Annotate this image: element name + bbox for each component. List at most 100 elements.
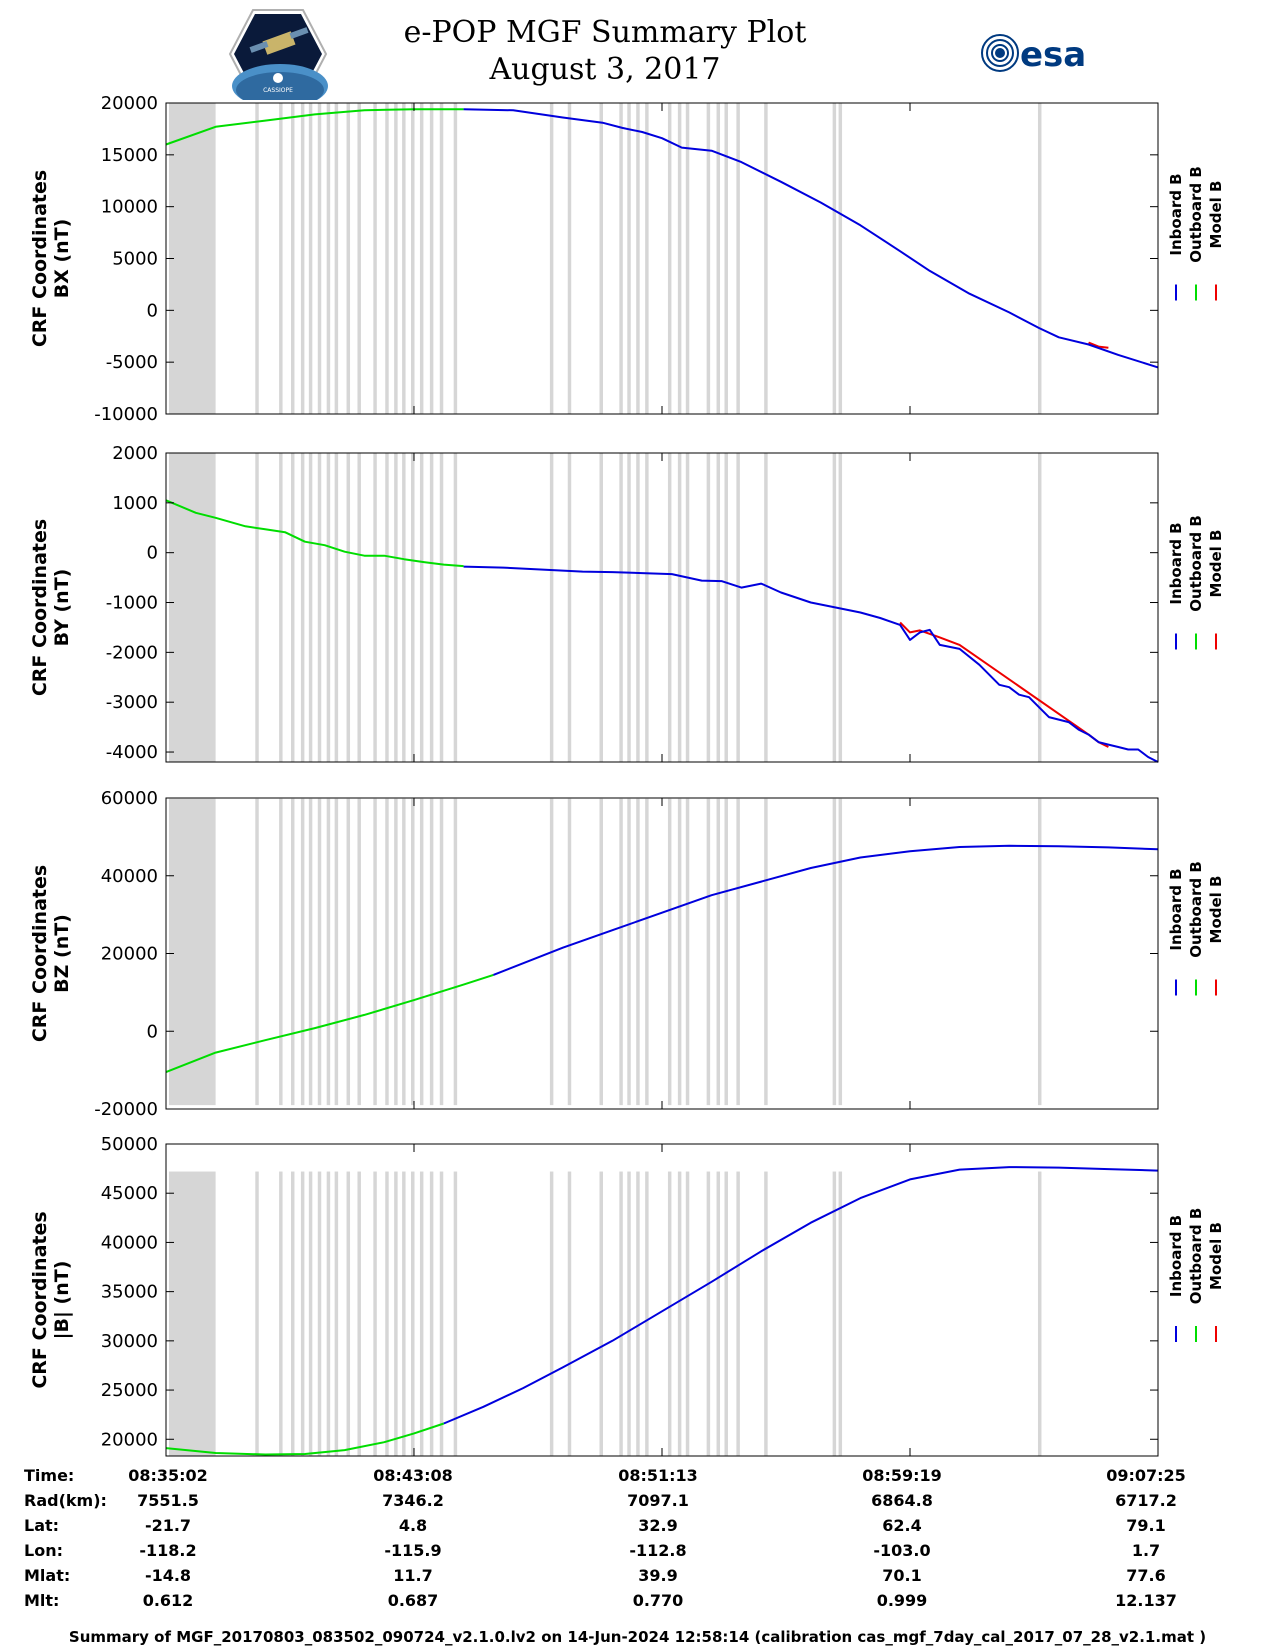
esa-logo: esa <box>981 34 1086 75</box>
y-tick-label: 2000 <box>112 443 158 464</box>
cassiope-mission-logo: CASSIOPE <box>228 9 328 100</box>
data-gap-band <box>567 453 572 762</box>
legend-label: Model B <box>1207 876 1225 944</box>
data-gap-band <box>453 103 458 414</box>
info-cell: -112.8 <box>629 1541 687 1560</box>
y-tick-label: -2000 <box>106 642 158 663</box>
data-gap-band <box>308 103 313 414</box>
data-gap-band <box>255 798 259 1106</box>
data-gap-band <box>636 798 640 1106</box>
data-gap-band <box>346 453 351 762</box>
legend-label: Inboard B <box>1167 868 1185 950</box>
info-cell: 7346.2 <box>382 1491 444 1510</box>
y-tick-label: 60000 <box>101 788 158 809</box>
axes-frame <box>165 102 1159 415</box>
data-gap-band <box>599 1171 603 1456</box>
info-cell: -103.0 <box>873 1541 931 1560</box>
y-axis-label-line: BX (nT) <box>51 219 73 299</box>
info-label-time: Time: <box>24 1466 75 1485</box>
data-gap-band <box>627 453 631 762</box>
data-gap-band <box>627 1171 631 1456</box>
info-cell: 08:51:13 <box>618 1466 698 1485</box>
data-gap-band <box>706 453 711 762</box>
data-gap-band <box>357 103 361 414</box>
data-gap-band <box>394 453 398 762</box>
data-gap-band <box>1037 103 1042 414</box>
data-gap-band <box>636 1171 640 1456</box>
info-cell: 62.4 <box>882 1516 922 1535</box>
data-gap-band <box>832 103 837 414</box>
info-cell: -14.8 <box>144 1566 192 1585</box>
data-gap-band <box>724 103 728 414</box>
data-gap-band <box>567 1171 572 1456</box>
data-gap-band <box>168 798 216 1106</box>
data-gap-band <box>439 453 444 762</box>
info-label-lon: Lon: <box>24 1541 63 1560</box>
data-gap-band <box>667 103 672 414</box>
data-gap-band <box>300 1171 305 1456</box>
info-cell: 0.770 <box>632 1591 684 1610</box>
info-cell: 7551.5 <box>137 1491 199 1510</box>
info-cell: 12.137 <box>1115 1591 1177 1610</box>
data-gap-band <box>636 103 640 414</box>
data-gap-band <box>667 798 672 1106</box>
data-gap-band <box>685 453 690 762</box>
data-gap-band <box>716 798 721 1106</box>
legend-label: Outboard B <box>1187 166 1205 263</box>
data-gap-band <box>549 103 554 414</box>
info-cell: 0.687 <box>387 1591 439 1610</box>
data-gap-band <box>168 1171 216 1456</box>
data-gap-band <box>326 103 331 414</box>
data-gap-band <box>724 1171 728 1456</box>
y-tick-label: 30000 <box>101 1331 158 1352</box>
data-gap-band <box>832 1171 837 1456</box>
data-gap-band <box>619 453 623 762</box>
y-axis-label-line: BZ (nT) <box>51 914 73 993</box>
data-gap-band <box>453 798 458 1106</box>
y-axis-label-line: BY (nT) <box>51 569 73 647</box>
legend-label: Inboard B <box>1167 173 1185 255</box>
y-tick-label: -1000 <box>106 593 158 614</box>
esa-logo-text: esa <box>1020 35 1086 75</box>
data-gap-band <box>346 798 351 1106</box>
data-gap-band <box>411 103 415 414</box>
info-cell: 09:07:25 <box>1106 1466 1186 1485</box>
data-gap-band <box>326 798 331 1106</box>
data-gap-band <box>764 103 768 414</box>
data-gap-band <box>255 103 259 414</box>
data-gap-band <box>402 453 406 762</box>
data-gap-band <box>832 798 837 1106</box>
model-b-line <box>1088 341 1109 349</box>
legend-label: Outboard B <box>1187 1208 1205 1305</box>
data-gap-band <box>627 798 631 1106</box>
data-gap-band <box>439 1171 444 1456</box>
data-gap-band <box>373 798 377 1106</box>
data-gap-band <box>736 1171 740 1456</box>
data-gap-band <box>677 103 682 414</box>
y-tick-label: 0 <box>147 543 158 564</box>
y-tick-label: -20000 <box>94 1099 158 1120</box>
info-cell: 08:35:02 <box>128 1466 208 1485</box>
data-gap-band <box>685 1171 690 1456</box>
y-tick-label: 45000 <box>101 1183 158 1204</box>
plot-title: e-POP MGF Summary Plot August 3, 2017 <box>380 14 830 88</box>
legend-label: Model B <box>1207 530 1225 598</box>
data-gap-band <box>685 798 690 1106</box>
data-gap-band <box>736 798 740 1106</box>
y-tick-label: -10000 <box>94 404 158 425</box>
data-gap-band <box>429 1171 434 1456</box>
info-cell: 11.7 <box>393 1566 433 1585</box>
y-tick-label: 0 <box>147 1021 158 1042</box>
data-gap-band <box>706 798 711 1106</box>
panel-4: 50000 45000 40000 35000 30000 25000 20000 CRF C… <box>29 1134 1225 1457</box>
data-gap-band <box>346 1171 351 1456</box>
data-gap-band <box>168 453 216 762</box>
data-gap-band <box>168 103 216 414</box>
data-gap-band <box>385 103 389 414</box>
data-gap-band <box>677 453 682 762</box>
inboard-b-line <box>493 844 1159 976</box>
orbit-info-table: Time: Rad(km): Lat: Lon: Mlat: Mlt: 08:3… <box>0 1466 1275 1616</box>
data-gap-band <box>764 453 768 762</box>
data-gap-band <box>549 1171 554 1456</box>
data-gap-band <box>567 103 572 414</box>
